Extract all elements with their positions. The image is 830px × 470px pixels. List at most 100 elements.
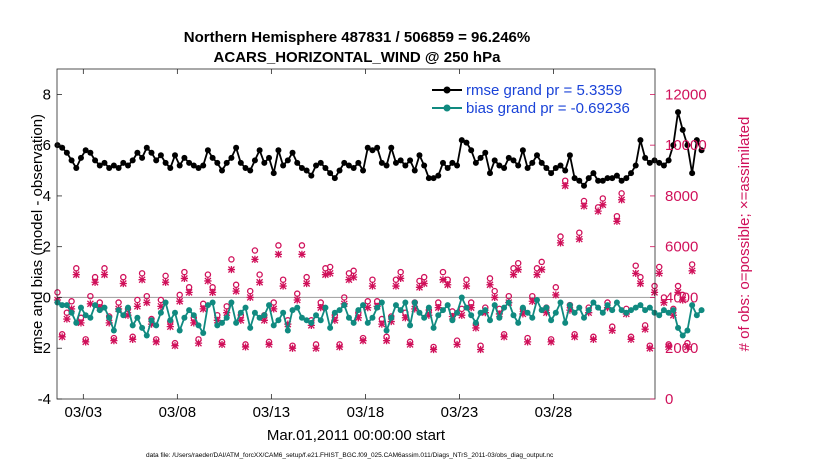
rmse-point — [167, 165, 174, 171]
bias-point — [472, 319, 479, 326]
assimilated-obs-point — [613, 217, 621, 225]
bias-point — [313, 312, 320, 319]
possible-obs-point — [557, 233, 564, 240]
bias-point — [402, 299, 409, 306]
rmse-point — [68, 157, 75, 164]
assimilated-obs-point — [138, 276, 146, 284]
rmse-point — [552, 165, 559, 171]
bias-point — [533, 297, 540, 303]
possible-obs-point — [101, 265, 108, 272]
bias-point — [139, 324, 146, 331]
assimilated-obs-point — [209, 288, 217, 296]
assimilated-obs-point — [467, 304, 475, 312]
assimilated-obs-point — [458, 311, 466, 319]
rmse-point — [679, 126, 686, 133]
assimilated-obs-point — [571, 333, 579, 341]
bias-point — [327, 324, 334, 331]
bias-point — [416, 309, 423, 316]
rmse-point — [651, 157, 658, 164]
legend-bias-label: bias grand pr = -0.69236 — [466, 100, 630, 117]
assimilated-obs-point — [397, 274, 405, 283]
bias-point — [604, 302, 611, 309]
bias-point — [609, 307, 616, 314]
possible-obs-point — [326, 263, 334, 271]
rmse-point — [195, 165, 202, 171]
bias-point — [486, 317, 493, 324]
rmse-point — [402, 162, 409, 169]
bias-point — [665, 309, 672, 316]
rmse-point — [468, 147, 475, 154]
possible-obs-point — [228, 256, 235, 263]
bias-point — [519, 304, 526, 311]
possible-obs-point — [369, 276, 376, 283]
bias-point — [468, 312, 475, 319]
rmse-point — [609, 175, 616, 182]
assimilated-obs-point — [514, 265, 522, 274]
rmse-point — [510, 157, 517, 164]
bias-point — [228, 299, 235, 306]
bias-point — [308, 319, 315, 326]
assimilated-obs-point — [646, 344, 654, 352]
assimilated-obs-point — [72, 271, 80, 279]
rmse-point — [388, 144, 395, 151]
assimilated-obs-point — [274, 250, 283, 258]
assimilated-obs-point — [538, 265, 546, 274]
possible-obs-point — [246, 287, 254, 295]
rmse-point — [383, 162, 390, 169]
rmse-point — [463, 139, 470, 146]
bias-point — [675, 324, 682, 331]
rmse-point — [327, 170, 334, 177]
rmse-point — [242, 165, 249, 171]
legend-rmse-label: rmse grand pr = 5.3359 — [466, 82, 622, 99]
possible-obs-point — [120, 273, 127, 281]
y-tick-right-label: 12000 — [665, 86, 707, 103]
assimilated-obs-point — [509, 271, 518, 279]
bias-point — [280, 309, 287, 316]
rmse-point — [63, 149, 70, 156]
bias-point — [101, 304, 108, 311]
assimilated-obs-point — [519, 310, 527, 318]
assimilated-obs-point — [218, 340, 226, 349]
assimilated-obs-point — [392, 282, 400, 290]
assimilated-obs-point — [368, 282, 377, 290]
bias-point — [590, 299, 597, 306]
assimilated-obs-point — [204, 277, 212, 285]
rmse-point — [148, 149, 155, 156]
rmse-point — [284, 157, 291, 164]
rmse-point — [298, 165, 305, 171]
possible-obs-point — [463, 276, 470, 283]
bias-point — [336, 307, 343, 314]
bias-point — [124, 304, 131, 311]
bias-point — [374, 304, 381, 311]
bias-point — [613, 299, 620, 306]
bias-point — [684, 327, 691, 334]
bias-point — [463, 304, 470, 311]
assimilated-obs-point — [321, 271, 330, 279]
possible-obs-point — [674, 282, 682, 290]
rmse-point — [632, 162, 639, 169]
rmse-point — [129, 157, 136, 164]
rmse-point — [590, 170, 597, 177]
bias-point — [360, 302, 367, 309]
rmse-point — [190, 162, 197, 169]
bias-point — [200, 330, 207, 336]
assimilated-obs-point — [303, 279, 311, 288]
bias-point — [96, 307, 103, 314]
bias-point — [679, 332, 686, 339]
assimilated-obs-point — [354, 314, 362, 322]
assimilated-obs-point — [86, 300, 94, 308]
possible-obs-point — [345, 270, 353, 277]
possible-obs-point — [599, 195, 607, 202]
bias-point — [651, 309, 658, 316]
bias-point — [407, 322, 414, 329]
rmse-point — [515, 162, 522, 169]
assimilated-obs-point — [589, 335, 598, 343]
bias-point — [449, 317, 456, 324]
possible-obs-point — [162, 272, 169, 280]
rmse-point — [576, 177, 583, 184]
y-tick-left-label: 6 — [43, 137, 51, 154]
bias-point — [576, 304, 583, 311]
assimilated-obs-point — [284, 320, 292, 328]
bias-point — [190, 312, 197, 319]
y-tick-right-label: 4000 — [665, 289, 698, 306]
